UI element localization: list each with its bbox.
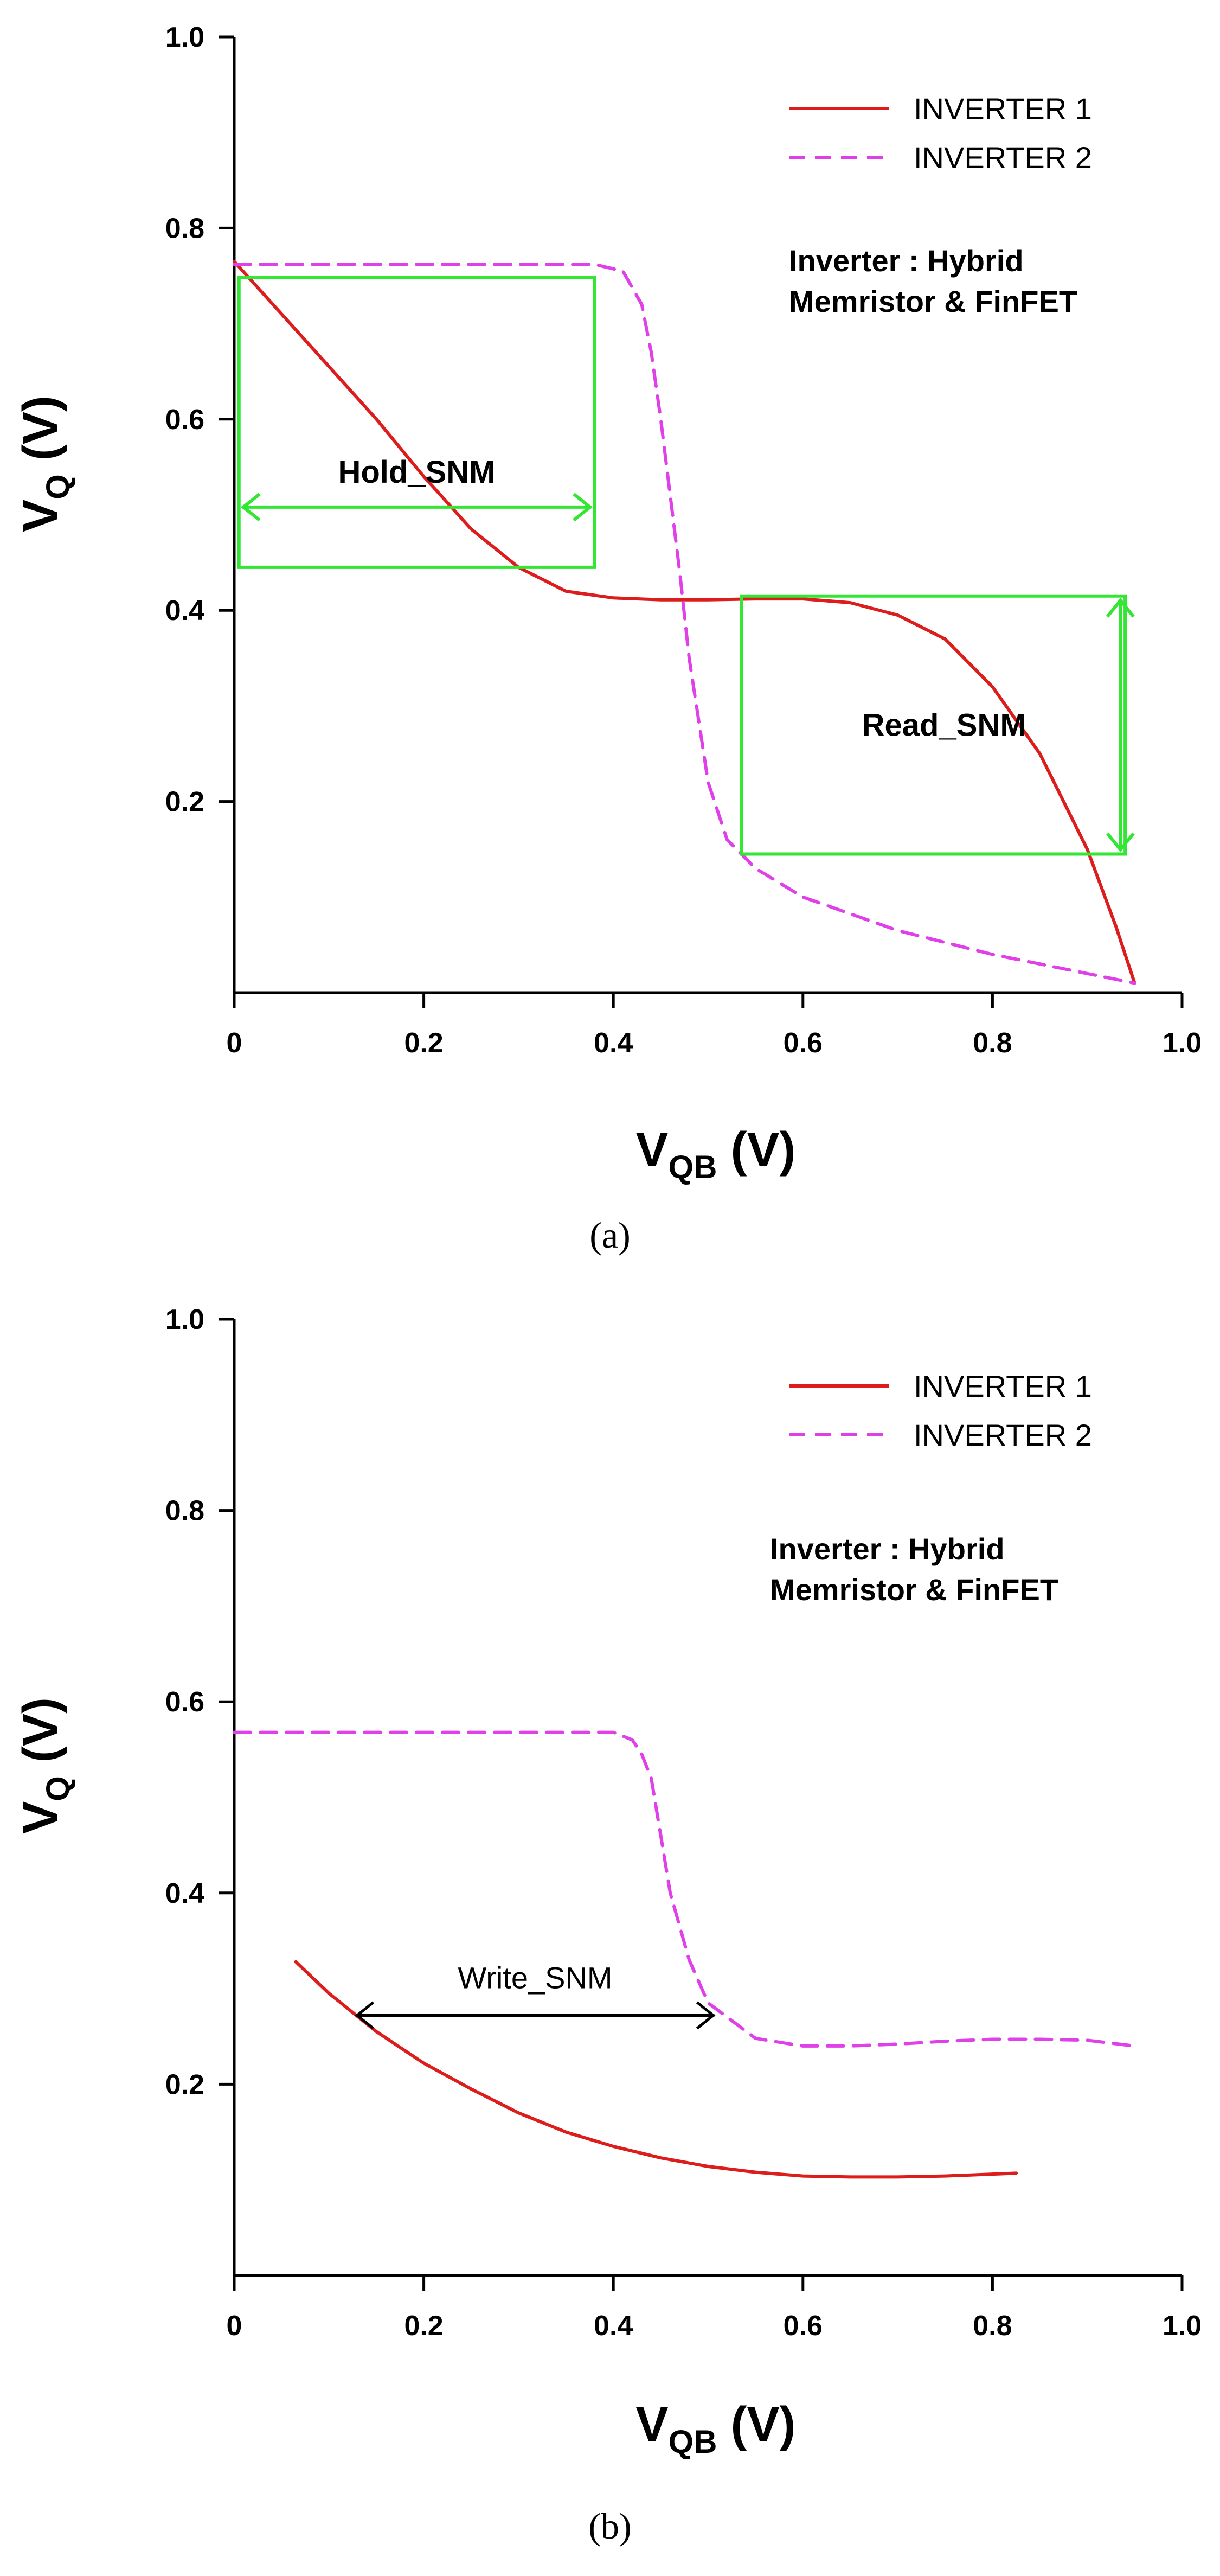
x-axis-title: VQB (V) [635,1123,795,1185]
legend-label-2: INVERTER 2 [914,140,1092,175]
y-axis-title: VQ (V) [14,1697,76,1834]
y-tick-label: 0.8 [165,1495,204,1527]
write-snm-label: Write_SNM [458,1960,612,1995]
chart-panel-a: 0 0.2 0.4 0.6 0.8 1.0 0.2 0.4 0.6 0.8 1.0 Hold_SNM… [14,22,1202,1256]
x-tick-label: 0.4 [594,1027,633,1059]
panel-label: (a) [589,1215,630,1256]
x-tick-label: 0.2 [404,1027,443,1059]
x-tick-label: 0.6 [784,2310,823,2342]
axes-b: 0 0.2 0.4 0.6 0.8 1.0 0.2 0.4 0.6 0.8 1.0 [165,1304,1202,2342]
y-tick-label: 0.4 [165,1878,204,1909]
write-snm-layer: Write_SNM [355,1960,716,2030]
x-tick-label: 0.8 [973,2310,1012,2342]
y-tick-label: 0.6 [165,404,204,436]
y-tick-label: 0.6 [165,1686,204,1718]
legend-label-1: INVERTER 1 [914,92,1092,126]
x-tick-label: 0 [227,1027,242,1059]
legend-b: INVERTER 1 INVERTER 2 [789,1369,1092,1452]
write-snm-arrow-head [696,2001,716,2030]
x-tick-label: 0.4 [594,2310,633,2342]
x-tick-label: 0.2 [404,2310,443,2342]
x-tick-label: 0.6 [784,1027,823,1059]
chart-panel-b: 0 0.2 0.4 0.6 0.8 1.0 0.2 0.4 0.6 0.8 1.0 Write_SN… [14,1304,1202,2547]
y-tick-label: 0.2 [165,787,204,818]
snm-arrow-head [1106,597,1135,618]
snm-arrow-head [240,493,261,522]
legend-label-2: INVERTER 2 [914,1418,1092,1452]
snm-label-2: Read_SNM [862,708,1026,743]
x-axis-title: VQB (V) [635,2398,795,2460]
series-line-2 [233,1730,1136,2048]
y-tick-label: 1.0 [165,22,204,53]
x-tick-label: 1.0 [1163,1027,1202,1059]
annotation-line-1: Inverter : Hybrid [789,244,1024,278]
snm-box-2 [740,594,1127,856]
series-line-2 [233,263,1136,985]
x-tick-label: 0 [227,2310,242,2342]
series-line-1 [233,260,1136,985]
panel-label: (b) [588,2505,631,2547]
annotation-line-2: Memristor & FinFET [789,284,1077,318]
y-tick-label: 0.8 [165,213,204,244]
snm-arrow-head [1106,832,1135,853]
y-tick-label: 0.2 [165,2069,204,2100]
legend-label-1: INVERTER 1 [914,1369,1092,1403]
annotation-line-2: Memristor & FinFET [770,1573,1058,1607]
write-snm-arrow-head [355,2001,375,2030]
legend-a: INVERTER 1 INVERTER 2 [789,92,1092,175]
series-layer-a [233,260,1136,985]
series-layer-b [233,1730,1136,2179]
series-line-1 [294,1960,1018,2179]
y-axis-title: VQ (V) [14,395,76,532]
axes-a: 0 0.2 0.4 0.6 0.8 1.0 0.2 0.4 0.6 0.8 1.0 [165,22,1202,1059]
snm-label-1: Hold_SNM [338,455,495,490]
snm-box-1 [237,276,596,569]
x-tick-label: 1.0 [1163,2310,1202,2342]
annotation-line-1: Inverter : Hybrid [770,1532,1005,1566]
snm-arrow-head [573,493,593,522]
snm-layer-a: Hold_SNM Read_SNM [237,276,1135,856]
x-tick-label: 0.8 [973,1027,1012,1059]
y-tick-label: 1.0 [165,1304,204,1335]
y-tick-label: 0.4 [165,595,204,627]
